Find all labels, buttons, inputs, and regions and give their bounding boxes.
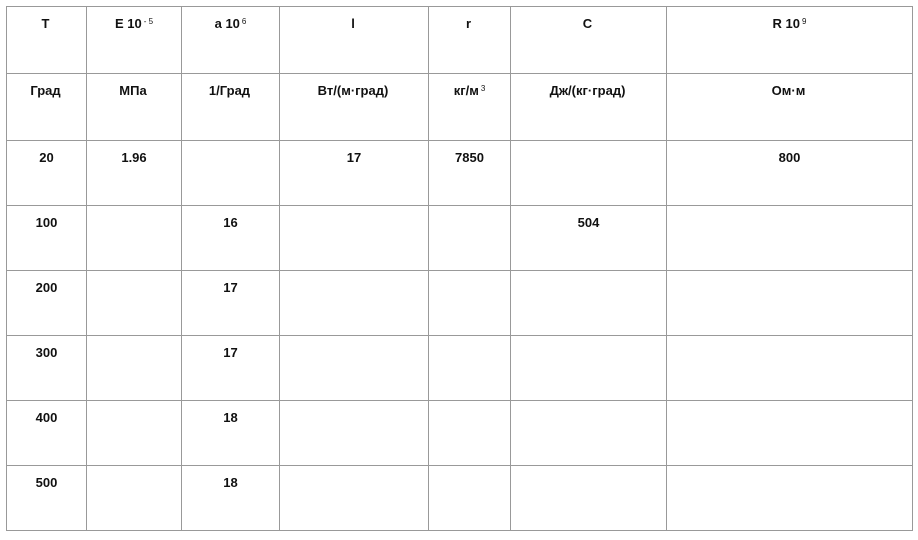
cell-text: r bbox=[465, 16, 472, 31]
cell-text: Ом·м bbox=[771, 83, 806, 98]
table-cell bbox=[86, 205, 182, 271]
table-cell: r bbox=[428, 6, 511, 74]
cell-text: 200 bbox=[35, 280, 58, 295]
table-cell: 17 bbox=[181, 270, 280, 336]
table-cell: a 10 6 bbox=[181, 6, 280, 74]
table-cell: Ом·м bbox=[666, 73, 913, 141]
cell-text: 100 bbox=[35, 215, 58, 230]
table-cell bbox=[279, 400, 429, 466]
cell-text: C bbox=[582, 16, 593, 31]
cell-text: l bbox=[351, 16, 355, 31]
cell-text: 18 bbox=[223, 475, 238, 490]
table-cell: Вт/(м·град) bbox=[279, 73, 429, 141]
cell-text: 300 bbox=[35, 345, 58, 360]
table-cell: 500 bbox=[6, 465, 87, 531]
table-cell bbox=[86, 270, 182, 336]
table-cell bbox=[510, 270, 667, 336]
table-cell bbox=[181, 140, 280, 206]
cell-text: 17 bbox=[223, 345, 238, 360]
superscript: 3 bbox=[480, 84, 486, 93]
table-cell: 100 bbox=[6, 205, 87, 271]
table-cell bbox=[279, 335, 429, 401]
cell-text: 400 bbox=[35, 410, 58, 425]
cell-text: 18 bbox=[223, 410, 238, 425]
table-cell: C bbox=[510, 6, 667, 74]
cell-text: кг/м bbox=[453, 83, 479, 98]
superscript: 9 bbox=[802, 17, 807, 26]
cell-text: 800 bbox=[778, 150, 801, 165]
table-cell: Дж/(кг·град) bbox=[510, 73, 667, 141]
table-cell: 18 bbox=[181, 465, 280, 531]
table-cell: 1.96 bbox=[86, 140, 182, 206]
table-cell bbox=[510, 465, 667, 531]
table-cell: 400 bbox=[6, 400, 87, 466]
table-cell: 20 bbox=[6, 140, 87, 206]
table-cell bbox=[279, 465, 429, 531]
cell-text: 504 bbox=[577, 215, 600, 230]
table-cell bbox=[86, 335, 182, 401]
table-cell bbox=[428, 335, 511, 401]
table-cell bbox=[279, 270, 429, 336]
cell-text: 17 bbox=[223, 280, 238, 295]
table-cell: T bbox=[6, 6, 87, 74]
cell-text: 1.96 bbox=[121, 150, 147, 165]
table-cell bbox=[666, 465, 913, 531]
superscript: - 5 bbox=[143, 17, 154, 26]
table-cell bbox=[666, 205, 913, 271]
table-cell: 18 bbox=[181, 400, 280, 466]
cell-text: 16 bbox=[223, 215, 238, 230]
cell-text: a 10 bbox=[214, 16, 240, 31]
table-cell: R 10 9 bbox=[666, 6, 913, 74]
cell-text: 1/Град bbox=[208, 83, 251, 98]
table-cell bbox=[279, 205, 429, 271]
units-row: Град МПа 1/Град Вт/(м·град) кг/м 3 Дж/(кг·град… bbox=[6, 73, 913, 141]
table-cell bbox=[428, 465, 511, 531]
table-cell bbox=[666, 400, 913, 466]
table-cell bbox=[428, 205, 511, 271]
cell-text: 500 bbox=[35, 475, 58, 490]
cell-text: E 10 bbox=[114, 16, 142, 31]
cell-text: 17 bbox=[346, 150, 362, 165]
table-cell: Град bbox=[6, 73, 87, 141]
table-cell: 16 bbox=[181, 205, 280, 271]
table-cell: МПа bbox=[86, 73, 182, 141]
table-row: 20 1.96 17 7850 800 bbox=[6, 140, 913, 206]
superscript: 6 bbox=[241, 17, 247, 26]
table-cell: кг/м 3 bbox=[428, 73, 511, 141]
cell-text: T bbox=[41, 16, 50, 31]
cell-text: Вт/(м·град) bbox=[317, 83, 389, 98]
table-cell: 17 bbox=[181, 335, 280, 401]
cell-text: 7850 bbox=[455, 150, 484, 165]
table-cell bbox=[428, 400, 511, 466]
table-row: 100 16 504 bbox=[6, 205, 913, 271]
cell-text: Град bbox=[30, 83, 61, 98]
table-cell bbox=[666, 270, 913, 336]
table-row: 400 18 bbox=[6, 400, 913, 466]
table-cell: 17 bbox=[279, 140, 429, 206]
table-row: 300 17 bbox=[6, 335, 913, 401]
table-cell bbox=[510, 140, 667, 206]
table-row: 500 18 bbox=[6, 465, 913, 531]
table-cell bbox=[666, 335, 913, 401]
table-cell: 1/Град bbox=[181, 73, 280, 141]
table-cell: 504 bbox=[510, 205, 667, 271]
table-row: 200 17 bbox=[6, 270, 913, 336]
table-cell: 200 bbox=[6, 270, 87, 336]
cell-text: 20 bbox=[39, 150, 54, 165]
cell-text: Дж/(кг·град) bbox=[549, 83, 626, 98]
table-cell bbox=[428, 270, 511, 336]
table-cell: 300 bbox=[6, 335, 87, 401]
table-cell bbox=[510, 400, 667, 466]
cell-text: МПа bbox=[119, 83, 147, 98]
table-cell bbox=[510, 335, 667, 401]
table-cell: 7850 bbox=[428, 140, 511, 206]
cell-text: R 10 bbox=[772, 16, 800, 31]
table-cell: E 10- 5 bbox=[86, 6, 182, 74]
table-cell bbox=[86, 465, 182, 531]
table-cell bbox=[86, 400, 182, 466]
table-cell: 800 bbox=[666, 140, 913, 206]
table-cell: l bbox=[279, 6, 429, 74]
